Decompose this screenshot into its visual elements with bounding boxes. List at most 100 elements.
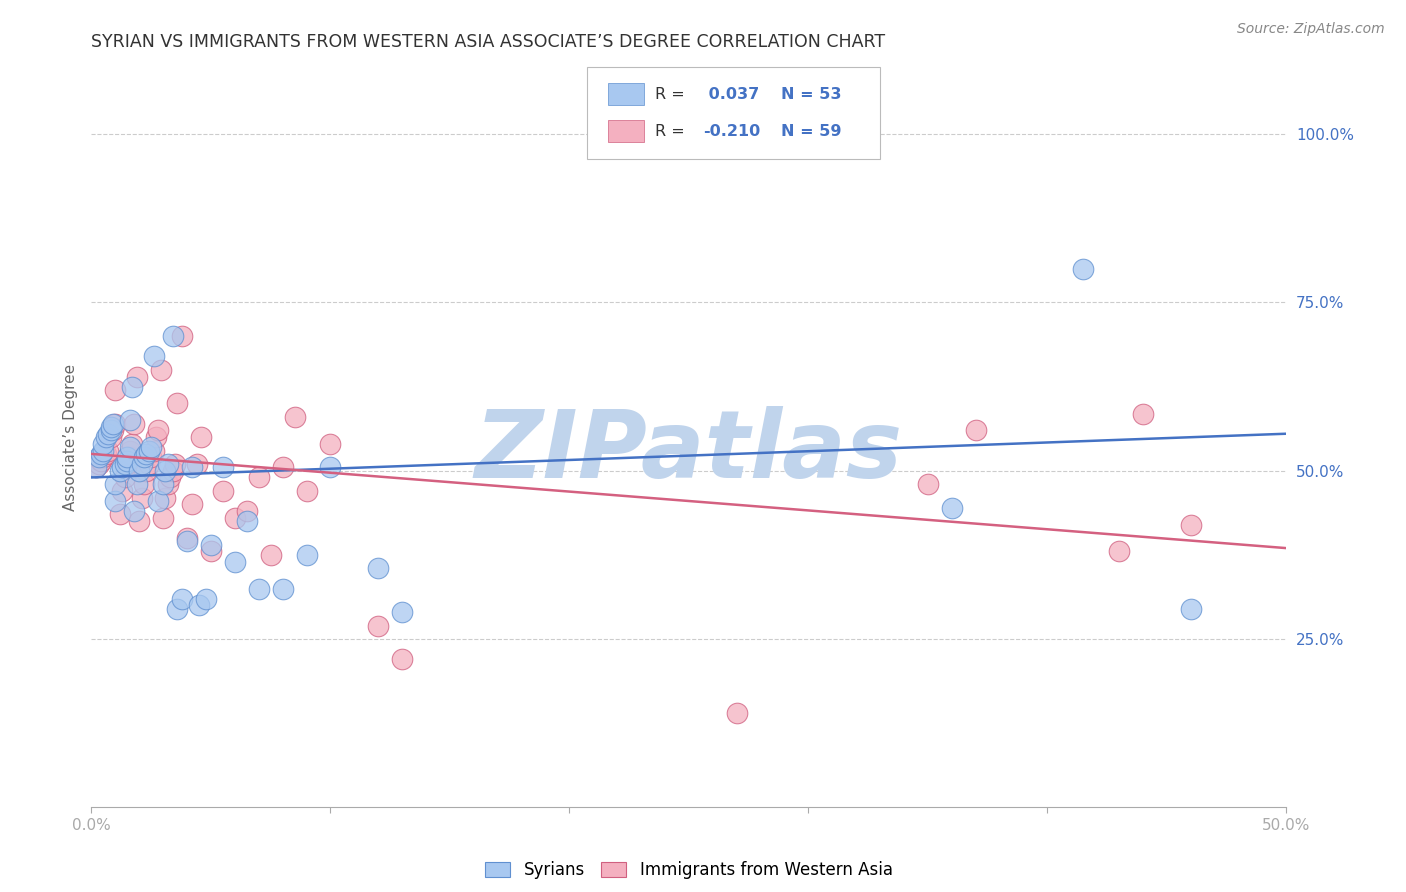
Point bbox=[145, 430, 167, 444]
Point bbox=[391, 652, 413, 666]
Point bbox=[118, 413, 141, 427]
Point bbox=[156, 457, 179, 471]
Point bbox=[128, 464, 150, 478]
Point bbox=[90, 447, 112, 461]
Point bbox=[162, 464, 184, 478]
Point bbox=[211, 460, 233, 475]
Point bbox=[101, 417, 124, 431]
Point bbox=[186, 457, 208, 471]
Point bbox=[176, 534, 198, 549]
Point bbox=[190, 430, 212, 444]
Point bbox=[131, 457, 153, 471]
Point bbox=[94, 447, 117, 461]
Point bbox=[162, 329, 184, 343]
Point bbox=[187, 599, 211, 613]
Point bbox=[132, 477, 155, 491]
Point bbox=[97, 443, 120, 458]
Point bbox=[141, 450, 162, 465]
Text: SYRIAN VS IMMIGRANTS FROM WESTERN ASIA ASSOCIATE’S DEGREE CORRELATION CHART: SYRIAN VS IMMIGRANTS FROM WESTERN ASIA A… bbox=[91, 34, 886, 52]
Point bbox=[125, 369, 148, 384]
Text: -0.210: -0.210 bbox=[703, 124, 761, 139]
Point bbox=[131, 491, 153, 505]
Point bbox=[111, 483, 134, 498]
Point bbox=[104, 494, 127, 508]
Point bbox=[100, 430, 122, 444]
Text: ZIPatlas: ZIPatlas bbox=[475, 406, 903, 498]
Point bbox=[87, 457, 110, 471]
Point bbox=[100, 420, 122, 434]
Point bbox=[725, 706, 748, 720]
Point bbox=[271, 460, 294, 475]
Point bbox=[141, 440, 162, 454]
Point bbox=[135, 447, 157, 461]
Point bbox=[125, 477, 148, 491]
Point bbox=[319, 460, 342, 475]
Point bbox=[367, 561, 389, 575]
Point bbox=[142, 443, 165, 458]
Point bbox=[211, 483, 233, 498]
Point bbox=[1180, 517, 1202, 532]
Point bbox=[104, 383, 127, 397]
Point bbox=[172, 329, 194, 343]
Point bbox=[90, 453, 112, 467]
Point bbox=[93, 450, 114, 465]
Point bbox=[152, 511, 174, 525]
Point bbox=[114, 470, 136, 484]
Point bbox=[155, 491, 177, 505]
Point bbox=[124, 417, 146, 431]
Point bbox=[104, 477, 127, 491]
Y-axis label: Associate’s Degree: Associate’s Degree bbox=[62, 364, 77, 510]
Point bbox=[152, 477, 174, 491]
Point bbox=[104, 417, 127, 431]
Point bbox=[163, 457, 186, 471]
Point bbox=[1132, 407, 1154, 421]
Point bbox=[159, 470, 181, 484]
Point bbox=[100, 423, 122, 437]
Point bbox=[115, 457, 138, 471]
Point bbox=[247, 582, 270, 596]
Point bbox=[271, 582, 294, 596]
Point bbox=[148, 423, 170, 437]
Point bbox=[101, 423, 124, 437]
Point bbox=[156, 477, 179, 491]
Point bbox=[367, 618, 389, 632]
Point bbox=[111, 460, 134, 475]
Point bbox=[965, 423, 987, 437]
Text: 0.037: 0.037 bbox=[703, 87, 759, 102]
Point bbox=[108, 464, 131, 478]
Point bbox=[84, 460, 107, 475]
Point bbox=[259, 548, 281, 562]
Point bbox=[391, 605, 413, 619]
Point bbox=[135, 464, 157, 478]
Point bbox=[93, 437, 114, 451]
Point bbox=[97, 426, 120, 441]
Point bbox=[142, 349, 165, 363]
Point bbox=[200, 538, 222, 552]
Point bbox=[1071, 261, 1094, 276]
Point bbox=[138, 443, 160, 458]
Point bbox=[124, 504, 146, 518]
FancyBboxPatch shape bbox=[588, 67, 880, 160]
Point bbox=[195, 591, 218, 606]
Point bbox=[138, 457, 160, 471]
Point bbox=[224, 511, 246, 525]
Point bbox=[118, 443, 141, 458]
Point bbox=[247, 470, 270, 484]
Point bbox=[155, 464, 177, 478]
Point bbox=[917, 477, 939, 491]
Point bbox=[115, 450, 138, 465]
Point bbox=[235, 504, 259, 518]
Point bbox=[114, 457, 136, 471]
FancyBboxPatch shape bbox=[607, 83, 644, 105]
Point bbox=[148, 494, 170, 508]
Point bbox=[166, 396, 188, 410]
Point bbox=[166, 601, 188, 615]
Point bbox=[84, 460, 107, 475]
Point bbox=[295, 483, 318, 498]
Point bbox=[93, 443, 114, 458]
Point bbox=[235, 514, 259, 528]
Text: N = 59: N = 59 bbox=[780, 124, 841, 139]
Point bbox=[180, 497, 202, 511]
Point bbox=[132, 450, 155, 465]
Point bbox=[118, 450, 141, 465]
